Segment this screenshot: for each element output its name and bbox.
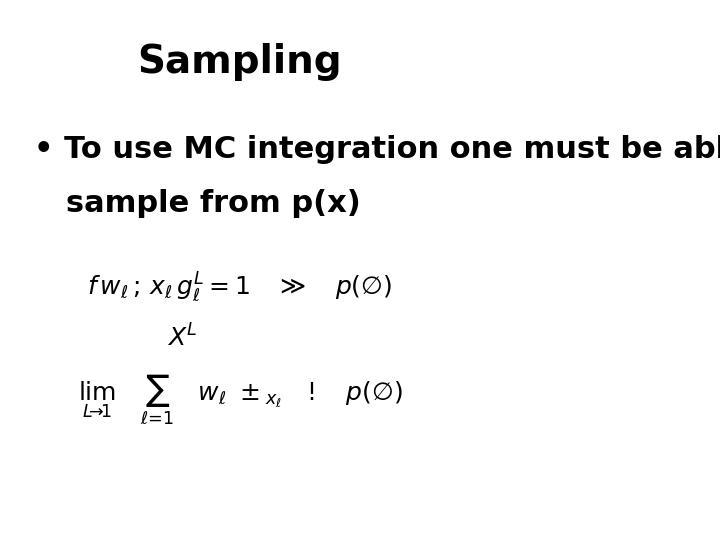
Text: • To use MC integration one must be able to: • To use MC integration one must be able… bbox=[34, 135, 720, 164]
Text: Sampling: Sampling bbox=[138, 43, 342, 81]
Text: $X^{L}$: $X^{L}$ bbox=[167, 324, 198, 351]
Text: $f\,w_{\ell}\,;\,x_{\ell}\,g_{\ell}^{L} = 1 \quad \gg \quad p(\emptyset)$: $f\,w_{\ell}\,;\,x_{\ell}\,g_{\ell}^{L} … bbox=[87, 270, 392, 303]
Text: $\lim_{L\!\to\!1} \quad \sum_{\ell=1} \quad w_{\ell}\,\pm_{x_{\ell}} \quad ! \qu: $\lim_{L\!\to\!1} \quad \sum_{\ell=1} \q… bbox=[78, 373, 402, 427]
Text: sample from p(x): sample from p(x) bbox=[34, 189, 360, 218]
